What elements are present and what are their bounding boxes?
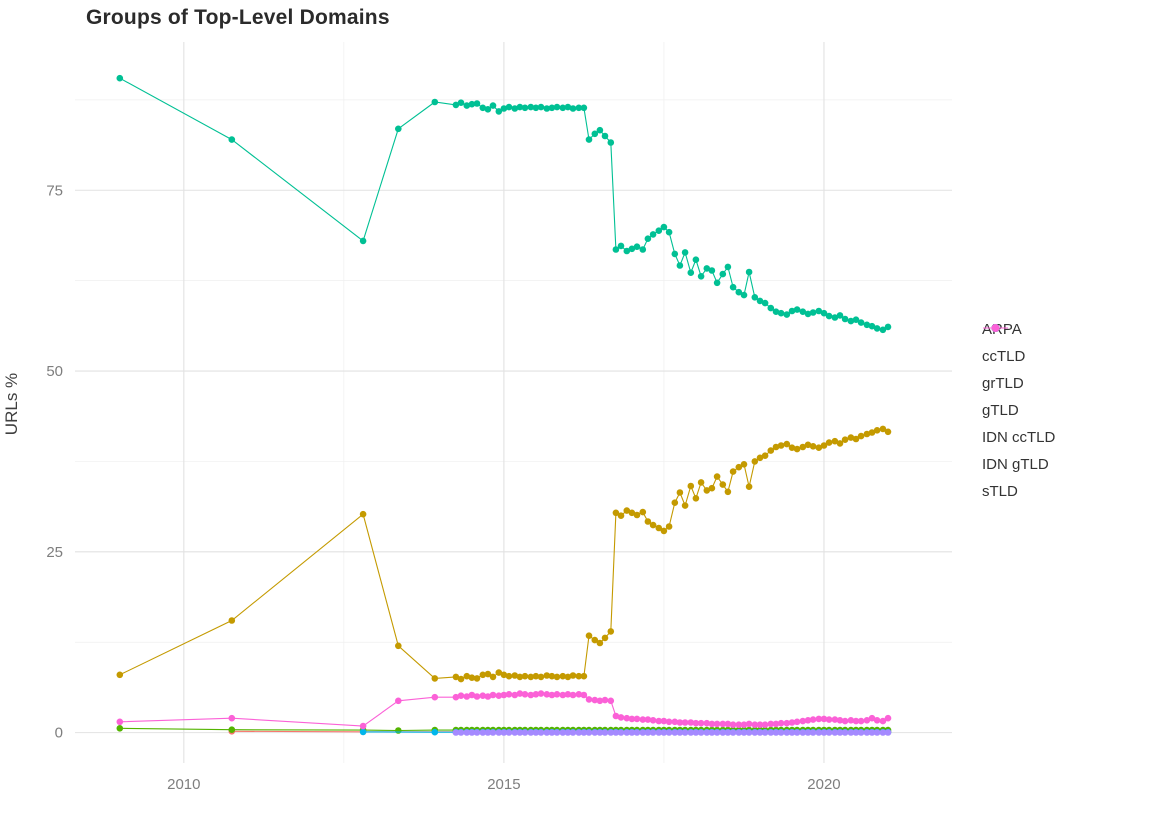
legend-item-stld: sTLD xyxy=(982,324,1055,500)
x-tick-label: 2020 xyxy=(807,776,840,793)
axis-tick-labels: 0 25 50 75 2010 2015 2020 xyxy=(46,182,840,793)
legend-item-cctld: ccTLD xyxy=(982,324,1055,365)
legend-label: grTLD xyxy=(982,374,1024,392)
legend-label: sTLD xyxy=(982,482,1018,500)
legend-label: IDN ccTLD xyxy=(982,428,1056,446)
legend-item-idn-gtld: IDN gTLD xyxy=(982,324,1055,473)
legend-label: ARPA xyxy=(982,320,1022,338)
series-gtld xyxy=(116,74,892,334)
x-tick-label: 2015 xyxy=(487,776,520,793)
legend-label: IDN gTLD xyxy=(982,455,1049,473)
grid-major xyxy=(75,42,952,763)
series-cctld xyxy=(116,425,892,683)
y-tick-label: 75 xyxy=(46,182,63,199)
series-stld xyxy=(116,690,892,730)
legend-label: ccTLD xyxy=(982,347,1026,365)
legend: ARPA ccTLD grTLD gTLD IDN ccTLD IDN gTLD sTLD xyxy=(982,320,1055,500)
legend-label: gTLD xyxy=(982,401,1019,419)
series-idn-gtld xyxy=(452,729,892,736)
y-tick-label: 50 xyxy=(46,363,63,380)
y-tick-label: 25 xyxy=(46,544,63,561)
legend-key-icon xyxy=(983,324,1008,332)
y-axis-title: URLs % xyxy=(2,372,21,436)
grid-minor xyxy=(75,42,952,763)
legend-item-gtld: gTLD xyxy=(982,324,1055,419)
legend-item-grtld: grTLD xyxy=(982,324,1055,392)
legend-item-idn-cctld: IDN ccTLD xyxy=(982,324,1056,446)
x-tick-label: 2010 xyxy=(167,776,200,793)
y-tick-label: 0 xyxy=(55,725,63,742)
chart-title: Groups of Top-Level Domains xyxy=(86,6,390,29)
